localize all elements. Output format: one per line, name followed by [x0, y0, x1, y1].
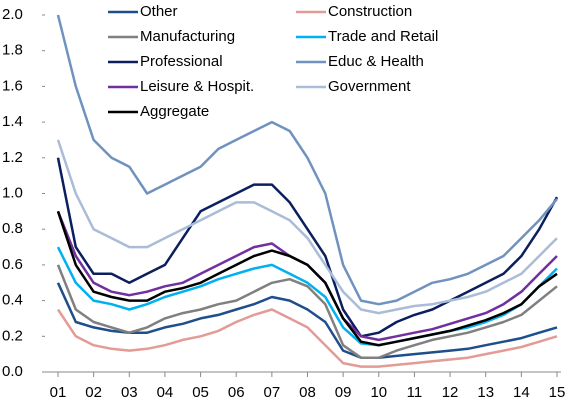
y-tick-label: 1.8 [2, 42, 23, 59]
x-tick-label: 14 [513, 384, 530, 401]
legend-label: Government [328, 78, 411, 95]
series-line [56, 264, 558, 359]
x-tick-label: 08 [299, 384, 316, 401]
legend-label: Professional [140, 53, 223, 70]
series-line [56, 282, 558, 359]
series-line [56, 210, 558, 347]
x-tick-label: 12 [442, 384, 459, 401]
series-line [56, 246, 558, 347]
x-tick-label: 03 [121, 384, 138, 401]
y-tick-label: 1.4 [2, 113, 23, 130]
y-tick-label: 0.8 [2, 220, 23, 237]
series-line [56, 157, 559, 338]
x-tick-label: 07 [264, 384, 281, 401]
y-tick-label: 0.2 [2, 327, 23, 344]
legend-label: Leisure & Hospit. [140, 78, 254, 95]
y-tick-label: 1.6 [2, 77, 23, 94]
y-tick-label: 2.0 [2, 6, 23, 23]
y-tick-label: 1.0 [2, 184, 23, 201]
x-tick-label: 01 [50, 384, 67, 401]
x-tick-label: 09 [335, 384, 352, 401]
x-tick-label: 02 [85, 384, 102, 401]
series-line [56, 308, 558, 368]
y-tick-label: 0.0 [2, 363, 23, 380]
x-tick-label: 10 [370, 384, 387, 401]
y-tick-label: 1.2 [2, 149, 23, 166]
x-tick-label: 11 [407, 384, 423, 401]
x-tick-label: 13 [477, 384, 494, 401]
x-tick-label: 05 [192, 384, 209, 401]
series-line [56, 14, 558, 306]
y-tick-label: 0.6 [2, 256, 23, 273]
x-tick-label: 04 [157, 384, 174, 401]
legend-label: Trade and Retail [328, 28, 438, 45]
series-line [56, 139, 558, 315]
legend-label: Manufacturing [140, 28, 235, 45]
legend-label: Other [140, 3, 178, 20]
legend-label: Educ & Health [328, 53, 424, 70]
x-tick-label: 06 [228, 384, 245, 401]
legend-label: Construction [328, 3, 412, 20]
x-tick-label: 15 [549, 384, 566, 401]
y-tick-label: 0.4 [2, 292, 23, 309]
legend-label: Aggregate [140, 103, 209, 120]
